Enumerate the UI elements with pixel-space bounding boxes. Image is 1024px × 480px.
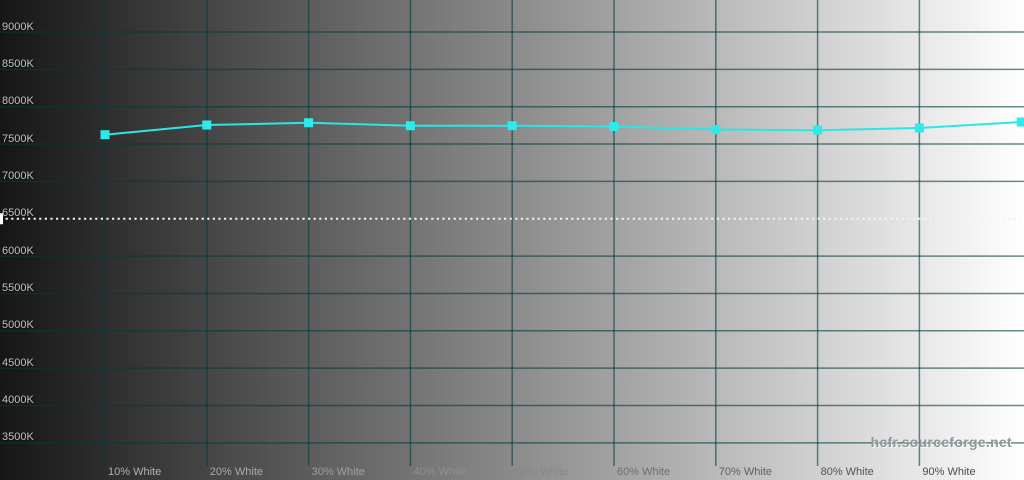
x-axis-tick-label: 10% White: [108, 466, 162, 478]
y-axis-tick-label: 9000K: [2, 20, 34, 33]
data-point-marker: [507, 121, 517, 131]
data-point-marker: [202, 120, 212, 130]
y-axis-tick-label: 7500K: [2, 132, 34, 145]
data-point-marker: [405, 121, 415, 131]
x-axis-tick-label: 30% White: [311, 466, 365, 478]
data-point-marker: [813, 125, 823, 135]
x-axis-tick-label: 40% White: [413, 466, 467, 478]
y-axis-tick-label: 8500K: [2, 57, 34, 70]
y-axis-tick-label: 5000K: [2, 319, 34, 332]
y-axis-tick-label: 8000K: [2, 95, 34, 108]
data-point-marker: [1016, 117, 1024, 127]
data-point-marker: [100, 130, 110, 140]
y-axis-tick-label: 6000K: [2, 244, 34, 257]
x-axis-tick-label: 90% White: [922, 466, 976, 478]
x-axis-tick-label: 50% White: [515, 466, 569, 478]
data-point-marker: [914, 123, 924, 133]
x-axis-tick-label: 20% White: [209, 466, 263, 478]
y-axis-tick-label: 4500K: [2, 356, 34, 369]
y-axis-tick-label: 3500K: [2, 431, 34, 444]
data-point-marker: [609, 121, 619, 131]
y-axis-tick-label: 5500K: [2, 281, 34, 294]
x-axis-tick-label: 60% White: [617, 466, 671, 478]
y-axis-tick-label: 4000K: [2, 394, 34, 406]
reference-tick: [0, 213, 3, 225]
x-axis-tick-label: 70% White: [718, 466, 772, 478]
y-axis-tick-label: 7000K: [2, 169, 34, 182]
watermark: hcfr.sourceforge.net: [870, 434, 1012, 450]
data-point-marker: [304, 118, 314, 128]
series-line: [104, 121, 1022, 136]
y-axis-tick-label: 6500K: [2, 207, 34, 220]
data-point-marker: [711, 124, 721, 134]
x-axis-tick-label: 80% White: [820, 466, 874, 478]
